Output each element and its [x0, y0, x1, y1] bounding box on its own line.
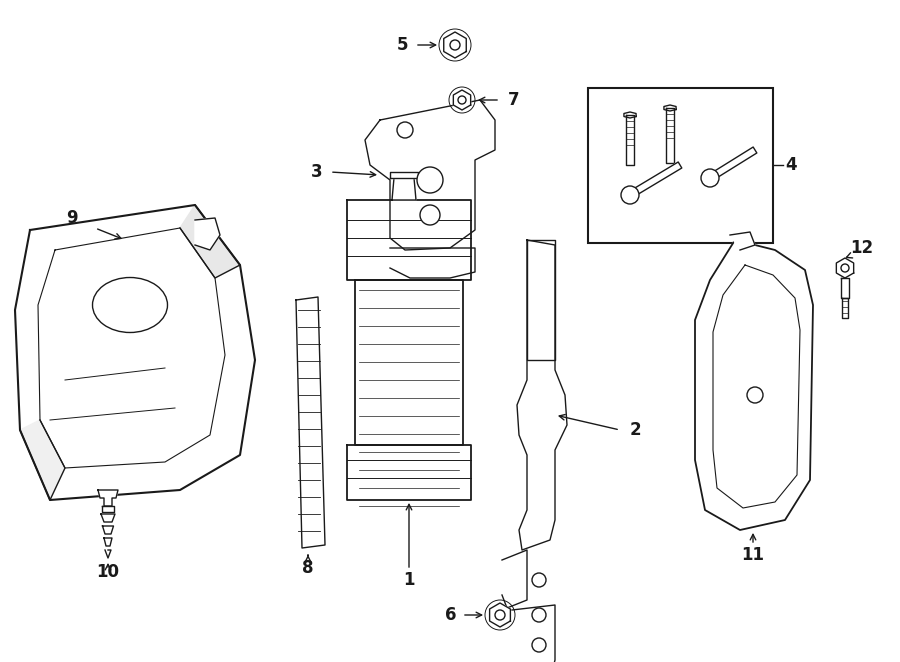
Circle shape — [532, 608, 546, 622]
Polygon shape — [527, 240, 555, 360]
Text: 8: 8 — [302, 559, 314, 577]
Text: 11: 11 — [742, 546, 764, 564]
Polygon shape — [355, 280, 463, 445]
Text: 1: 1 — [403, 571, 415, 589]
Circle shape — [397, 122, 413, 138]
Polygon shape — [98, 490, 118, 506]
Text: 5: 5 — [397, 36, 408, 54]
Text: 4: 4 — [785, 156, 796, 174]
Circle shape — [532, 638, 546, 652]
Polygon shape — [730, 232, 755, 250]
Circle shape — [621, 186, 639, 204]
Polygon shape — [296, 297, 325, 548]
Polygon shape — [392, 178, 416, 200]
Polygon shape — [347, 200, 471, 280]
Polygon shape — [502, 550, 527, 608]
Polygon shape — [708, 147, 757, 181]
Text: 10: 10 — [96, 563, 120, 581]
Polygon shape — [365, 100, 495, 250]
Text: 9: 9 — [67, 209, 77, 227]
Polygon shape — [695, 240, 813, 530]
Polygon shape — [195, 218, 220, 250]
Polygon shape — [20, 420, 65, 500]
Circle shape — [420, 205, 440, 225]
Bar — [588, 88, 773, 243]
Text: 7: 7 — [508, 91, 519, 109]
Polygon shape — [517, 240, 567, 550]
Circle shape — [532, 573, 546, 587]
Circle shape — [417, 167, 443, 193]
Polygon shape — [490, 603, 510, 627]
Polygon shape — [512, 605, 555, 662]
Polygon shape — [624, 112, 636, 118]
Polygon shape — [836, 258, 854, 278]
Polygon shape — [664, 105, 676, 111]
Polygon shape — [628, 162, 682, 198]
Polygon shape — [347, 445, 471, 500]
Text: 3: 3 — [310, 163, 322, 181]
Polygon shape — [444, 32, 466, 58]
Polygon shape — [180, 205, 240, 278]
Polygon shape — [390, 248, 475, 278]
Polygon shape — [454, 90, 471, 110]
Text: 12: 12 — [850, 239, 873, 257]
Text: 2: 2 — [630, 421, 642, 439]
Circle shape — [747, 387, 763, 403]
Polygon shape — [15, 205, 255, 500]
Polygon shape — [390, 172, 418, 178]
Circle shape — [701, 169, 719, 187]
Text: 6: 6 — [445, 606, 456, 624]
